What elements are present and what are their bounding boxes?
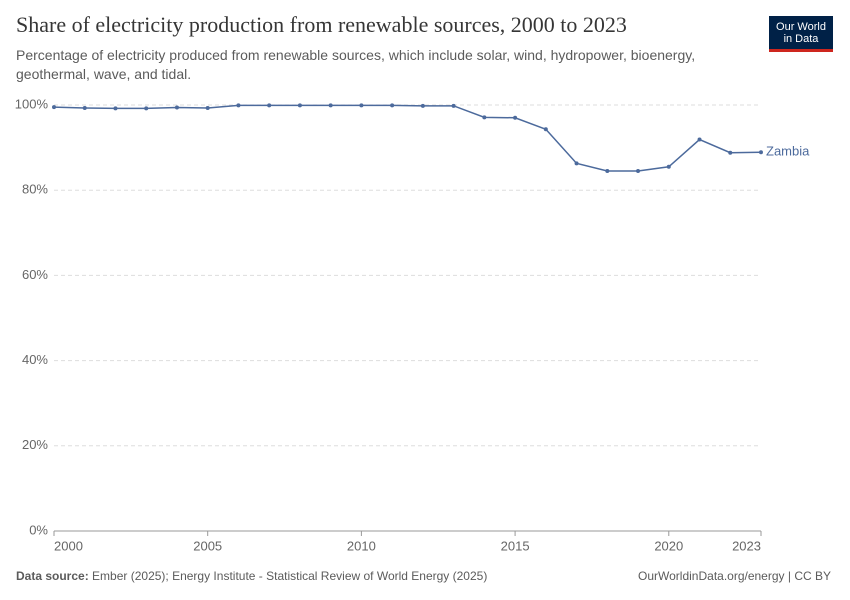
- y-tick-label: 20%: [22, 437, 48, 452]
- x-tick-label: 2020: [654, 538, 683, 553]
- x-tick-label: 2010: [347, 538, 376, 553]
- x-tick-label: 2000: [54, 538, 83, 553]
- x-tick-label: 2005: [193, 538, 222, 553]
- x-tick-label: 2015: [501, 538, 530, 553]
- point: [666, 164, 671, 169]
- logo-text: in Data: [784, 33, 820, 45]
- point: [359, 103, 364, 108]
- y-tick-label: 60%: [22, 267, 48, 282]
- source-label: Data source:: [16, 569, 89, 583]
- point: [728, 150, 733, 155]
- subtitle-box: Percentage of electricity produced from …: [16, 47, 696, 82]
- point: [513, 115, 518, 120]
- y-tick-label: 40%: [22, 352, 48, 367]
- point: [267, 103, 272, 108]
- point: [420, 103, 425, 108]
- point: [328, 103, 333, 108]
- point: [697, 137, 702, 142]
- logo-text: Our World: [776, 21, 826, 33]
- chart-title: Share of electricity production from ren…: [16, 12, 627, 37]
- point: [236, 103, 241, 108]
- point: [605, 169, 610, 174]
- y-tick-label: 0%: [29, 522, 48, 537]
- footer-link[interactable]: OurWorldinData.org/energy | CC BY: [638, 569, 831, 583]
- chart-subtitle: Percentage of electricity produced from …: [16, 47, 696, 82]
- y-tick-label: 100%: [15, 96, 49, 111]
- point: [636, 169, 641, 174]
- point: [52, 105, 56, 110]
- series-label: Zambia: [766, 144, 810, 159]
- series-line: [53, 104, 762, 172]
- point: [113, 106, 118, 111]
- point: [759, 150, 763, 155]
- point: [174, 105, 179, 110]
- point: [297, 103, 302, 108]
- point: [390, 103, 395, 108]
- point: [82, 105, 87, 110]
- point: [574, 161, 579, 166]
- point: [482, 115, 487, 120]
- x-tick-label: 2023: [732, 538, 761, 553]
- point: [205, 105, 210, 110]
- source: Data source: Ember (2025); Energy Instit…: [16, 569, 487, 583]
- logo-box: [769, 16, 833, 52]
- point: [543, 127, 548, 132]
- logo-bar: [769, 49, 833, 52]
- point: [451, 103, 456, 108]
- y-tick-label: 80%: [22, 182, 48, 197]
- source-text: Ember (2025); Energy Institute - Statist…: [92, 569, 487, 583]
- point: [144, 106, 149, 111]
